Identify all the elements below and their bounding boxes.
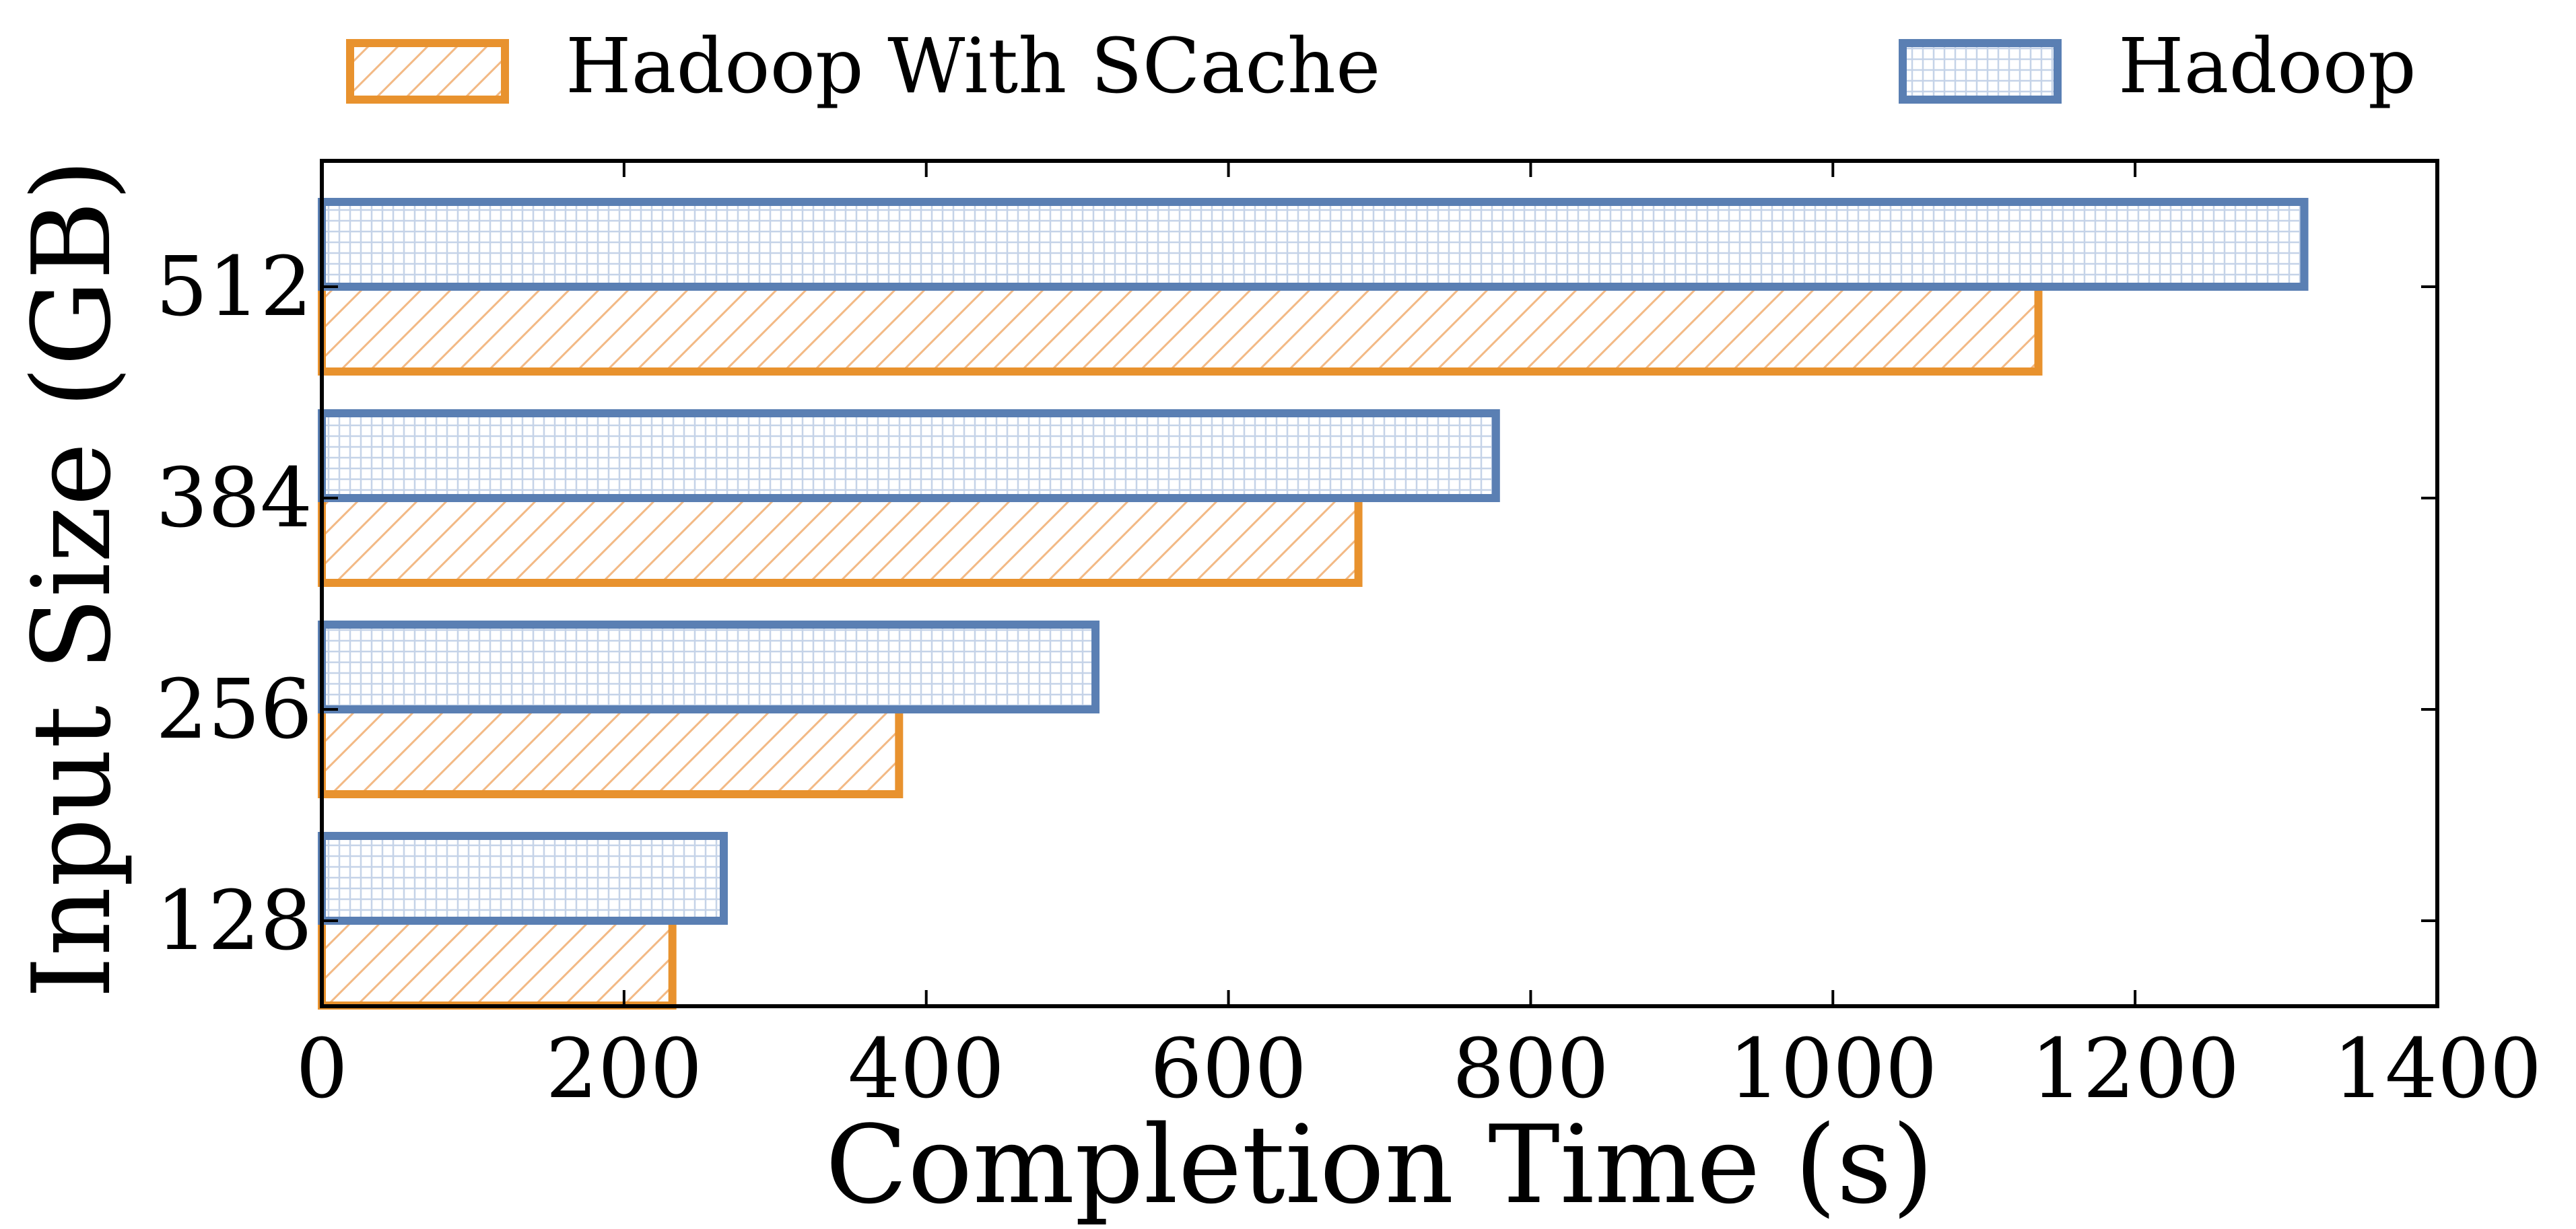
legend-label-hadoop-with-scache: Hadoop With SCache <box>566 23 1380 110</box>
x-tick-label-600: 600 <box>1150 1021 1307 1117</box>
x-tick-label-400: 400 <box>848 1021 1005 1117</box>
x-tick-label-1000: 1000 <box>1728 1021 1937 1117</box>
plot-frame <box>320 159 2439 1008</box>
bar-hadoop-with-scache-256 <box>318 705 904 798</box>
y-tick-label-256: 256 <box>156 662 312 757</box>
x-tick-label-1200: 1200 <box>2031 1021 2239 1117</box>
legend-swatch-hadoop <box>1899 39 2062 104</box>
legend-label-hadoop: Hadoop <box>2118 23 2416 110</box>
x-tick-label-0: 0 <box>296 1021 348 1117</box>
y-tick-label-128: 128 <box>156 873 312 969</box>
bar-hadoop-with-scache-512 <box>318 283 2043 376</box>
legend-item-hadoop: Hadoop <box>1899 23 2416 110</box>
legend: Hadoop With SCache Hadoop <box>346 23 2416 110</box>
y-tick-label-384: 384 <box>156 450 312 546</box>
x-tick-label-200: 200 <box>545 1021 702 1117</box>
bar-hadoop-with-scache-128 <box>318 917 677 1010</box>
bar-hadoop-with-scache-384 <box>318 494 1363 587</box>
ticks-layer <box>320 161 2439 1006</box>
bars-layer <box>318 198 2309 1010</box>
bar-hadoop-128 <box>318 832 728 925</box>
bar-hadoop-384 <box>318 409 1500 502</box>
x-tick-label-800: 800 <box>1452 1021 1609 1117</box>
y-axis-label: Input Size (GB) <box>9 159 135 999</box>
legend-swatch-hadoop-with-scache <box>346 39 509 104</box>
legend-item-hadoop-with-scache: Hadoop With SCache <box>346 23 1380 110</box>
x-axis-label: Completion Time (s) <box>825 1102 1934 1228</box>
y-tick-label-512: 512 <box>156 239 312 335</box>
bar-hadoop-256 <box>318 621 1100 713</box>
bar-hadoop-512 <box>318 198 2309 291</box>
tick-labels-layer: 0 200 400 600 800 1000 1200 1400 128 256 384 512 <box>156 239 2542 1117</box>
x-tick-label-1400: 1400 <box>2333 1021 2542 1117</box>
